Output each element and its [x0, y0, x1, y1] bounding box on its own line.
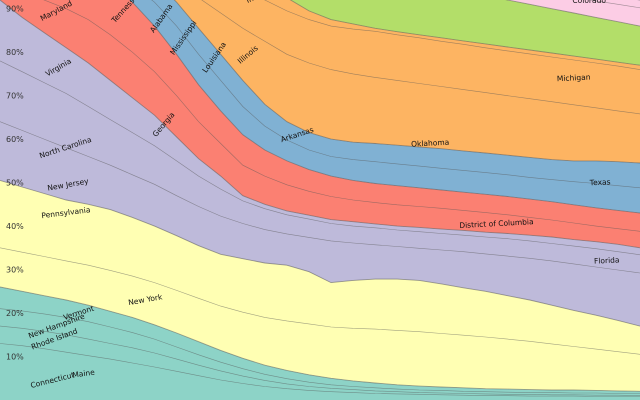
area-band-7	[290, 0, 640, 66]
y-tick-label: 40%	[6, 222, 24, 231]
state-boundary-line-4	[0, 247, 640, 355]
region-boundary-line-7	[505, 0, 640, 27]
state-label: Michigan	[557, 73, 591, 84]
y-tick-label: 10%	[6, 353, 24, 362]
region-boundary-line-1	[0, 286, 640, 392]
region-boundary-line-4	[128, 0, 640, 214]
state-boundary-line-8	[151, 0, 640, 189]
state-label: Oklahoma	[411, 138, 450, 149]
area-band-3	[0, 0, 640, 327]
region-boundary-line-5	[173, 0, 640, 164]
y-tick-label: 60%	[6, 135, 24, 144]
state-label: District of Columbia	[459, 217, 534, 230]
area-band-2	[0, 180, 640, 392]
state-boundary-line-2	[0, 325, 640, 396]
state-label: Colorado	[572, 0, 606, 5]
region-boundary-line-3	[0, 0, 640, 249]
y-tick-label: 30%	[6, 266, 24, 275]
y-tick-label: 80%	[6, 48, 24, 57]
state-label: Maine	[72, 368, 96, 380]
state-label: Texas	[589, 177, 611, 187]
area-band-8	[507, 0, 640, 27]
y-tick-label: 90%	[6, 5, 24, 14]
state-boundary-line-9	[201, 0, 640, 115]
state-boundary-line-3	[0, 343, 640, 397]
state-boundary-line-1	[0, 308, 640, 394]
region-boundary-line-2	[0, 179, 640, 327]
state-boundary-line-7	[43, 0, 640, 232]
state-boundary-line-10	[264, 0, 640, 70]
state-boundary-line-6	[0, 121, 640, 274]
region-boundary-line-6	[289, 0, 640, 66]
state-label: Florida	[594, 255, 620, 265]
y-tick-label: 70%	[6, 92, 24, 101]
state-boundary-line-5	[0, 60, 640, 256]
y-axis-ticks: 10% 20% 30% 40% 50% 60% 70% 80% 90%	[6, 5, 24, 362]
y-tick-label: 20%	[6, 309, 24, 318]
y-tick-label: 50%	[6, 179, 24, 188]
area-band-4	[0, 0, 640, 248]
area-band-5	[129, 0, 640, 213]
area-band-1	[0, 287, 640, 400]
